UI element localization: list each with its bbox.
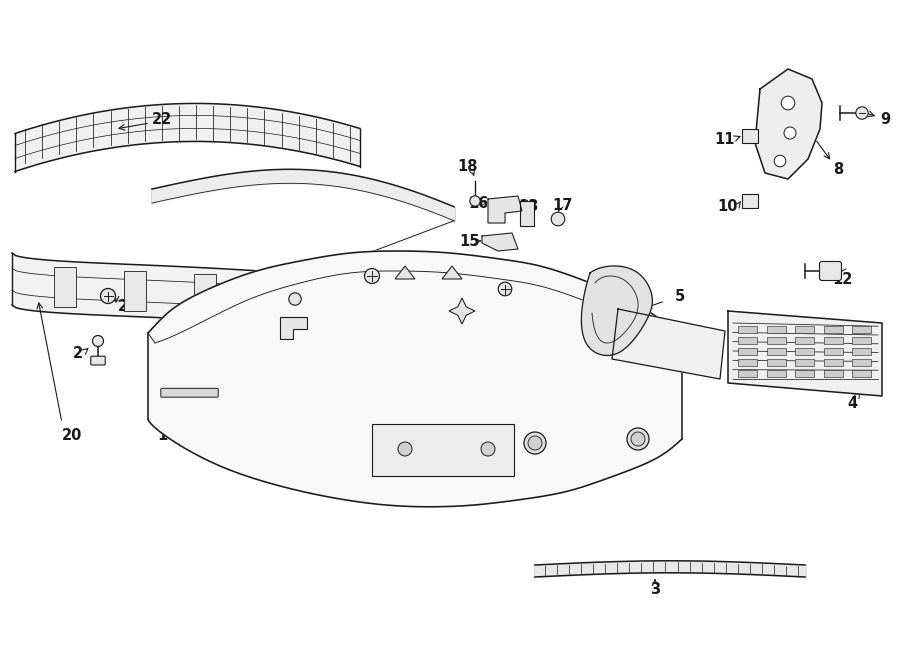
Text: 22: 22	[152, 112, 172, 126]
Circle shape	[627, 428, 649, 450]
Polygon shape	[482, 233, 518, 251]
Circle shape	[781, 97, 795, 110]
Bar	[738, 337, 757, 344]
Circle shape	[93, 336, 104, 346]
Circle shape	[551, 212, 565, 226]
Bar	[738, 326, 757, 333]
Polygon shape	[728, 311, 882, 396]
Bar	[194, 274, 216, 314]
Bar	[795, 348, 814, 355]
Text: 6: 6	[463, 286, 473, 301]
Bar	[824, 326, 842, 333]
FancyBboxPatch shape	[161, 388, 218, 397]
Text: 8: 8	[832, 161, 843, 176]
Bar	[372, 424, 514, 476]
Text: 5: 5	[675, 288, 685, 303]
Circle shape	[856, 107, 868, 119]
Text: 7: 7	[465, 264, 475, 278]
Text: 23: 23	[118, 299, 138, 313]
FancyBboxPatch shape	[820, 262, 842, 280]
Polygon shape	[449, 298, 475, 324]
Bar	[824, 359, 842, 366]
Text: 19: 19	[395, 264, 415, 278]
Text: 17: 17	[552, 198, 572, 212]
Bar	[852, 348, 871, 355]
Bar	[325, 282, 345, 322]
Circle shape	[774, 155, 786, 167]
Text: 3: 3	[650, 582, 660, 596]
Text: 15: 15	[460, 233, 481, 249]
Circle shape	[481, 442, 495, 456]
Polygon shape	[148, 251, 682, 507]
Circle shape	[528, 436, 542, 450]
Text: 18: 18	[458, 159, 478, 173]
Bar	[738, 370, 757, 377]
Polygon shape	[581, 266, 652, 356]
Text: 10: 10	[718, 198, 738, 214]
Bar	[767, 337, 786, 344]
Bar	[54, 267, 76, 307]
Bar	[824, 348, 842, 355]
Bar	[824, 370, 842, 377]
Circle shape	[289, 293, 302, 305]
Bar	[852, 326, 871, 333]
Bar	[852, 370, 871, 377]
Text: 25: 25	[638, 444, 658, 459]
Bar	[738, 359, 757, 366]
Bar	[824, 337, 842, 344]
Circle shape	[398, 442, 412, 456]
Text: 21: 21	[362, 282, 382, 297]
Bar	[795, 370, 814, 377]
Text: 2: 2	[73, 346, 83, 360]
Polygon shape	[280, 317, 307, 339]
Circle shape	[631, 432, 645, 446]
Text: 12: 12	[832, 272, 852, 286]
Text: 27: 27	[262, 295, 282, 311]
Text: 26: 26	[262, 332, 282, 346]
Circle shape	[784, 127, 796, 139]
Circle shape	[101, 288, 115, 303]
Bar	[795, 359, 814, 366]
Bar	[795, 337, 814, 344]
Text: 9: 9	[880, 112, 890, 126]
Polygon shape	[755, 69, 822, 179]
Bar	[742, 129, 758, 143]
Polygon shape	[395, 266, 415, 279]
Text: 24: 24	[515, 449, 536, 463]
Bar	[767, 326, 786, 333]
Bar	[767, 348, 786, 355]
Text: 1: 1	[157, 428, 167, 444]
Polygon shape	[442, 266, 462, 279]
Text: 4: 4	[847, 395, 857, 410]
Text: 13: 13	[518, 198, 538, 214]
Bar	[852, 337, 871, 344]
Bar	[852, 359, 871, 366]
Circle shape	[470, 196, 481, 206]
Bar	[767, 370, 786, 377]
Bar	[738, 348, 757, 355]
Bar	[767, 359, 786, 366]
Text: 16: 16	[468, 196, 488, 210]
Text: 20: 20	[62, 428, 82, 444]
FancyBboxPatch shape	[91, 356, 105, 365]
Bar	[742, 194, 758, 208]
Bar	[264, 278, 286, 318]
Text: 14: 14	[500, 293, 520, 309]
Polygon shape	[488, 196, 522, 223]
Circle shape	[364, 268, 380, 284]
Bar	[795, 326, 814, 333]
Circle shape	[524, 432, 546, 454]
Circle shape	[499, 282, 512, 296]
Text: 11: 11	[715, 132, 735, 147]
Bar	[520, 201, 534, 226]
Bar	[124, 270, 146, 311]
Polygon shape	[612, 309, 725, 379]
